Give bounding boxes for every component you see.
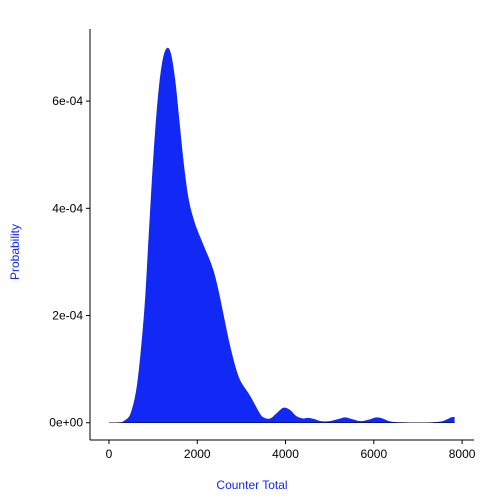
y-axis-title: Probability — [8, 224, 22, 280]
y-tick-label-2: 4e-04 — [52, 201, 83, 215]
plot-area — [108, 47, 455, 424]
y-tick-label-3: 6e-04 — [52, 94, 83, 108]
x-axis-title: Counter Total — [216, 478, 287, 492]
y-tick-label-1: 2e-04 — [52, 309, 83, 323]
x-tick-label-4: 8000 — [449, 447, 476, 461]
x-tick-label-0: 0 — [106, 447, 113, 461]
x-tick-label-2: 4000 — [272, 447, 299, 461]
x-tick-label-3: 6000 — [360, 447, 387, 461]
x-axis-ticks: 0 2000 4000 6000 8000 — [106, 440, 476, 461]
y-tick-label-0: 0e+00 — [49, 416, 83, 430]
x-tick-label-1: 2000 — [184, 447, 211, 461]
y-axis-ticks: 0e+00 2e-04 4e-04 6e-04 — [49, 94, 90, 430]
density-area-0 — [108, 47, 455, 423]
